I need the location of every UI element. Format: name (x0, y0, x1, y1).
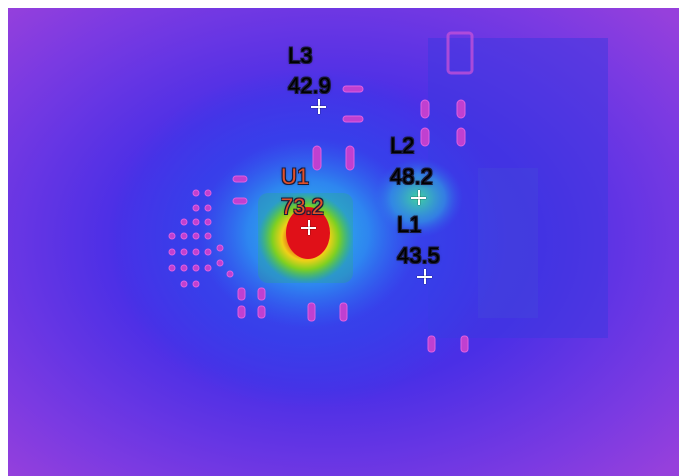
spot-l2-value: 48.2 (390, 164, 433, 189)
spot-u1-value: 73.2 (281, 194, 324, 219)
spot-l2-name: L2 (390, 133, 415, 158)
spot-l2-crosshair (411, 190, 426, 205)
spot-l1-name: L1 (397, 212, 422, 237)
top-component (446, 31, 474, 75)
thermal-canvas (8, 8, 679, 476)
spot-u1-crosshair (301, 220, 316, 235)
pcb-pads (168, 85, 469, 353)
spot-l3-crosshair (311, 99, 326, 114)
thermal-image (8, 8, 679, 476)
spot-l3-value: 42.9 (288, 73, 331, 98)
spot-l1-crosshair (417, 269, 432, 284)
spot-l3-name: L3 (288, 43, 313, 68)
spot-l1-value: 43.5 (397, 243, 440, 268)
spot-u1-name: U1 (281, 164, 310, 189)
